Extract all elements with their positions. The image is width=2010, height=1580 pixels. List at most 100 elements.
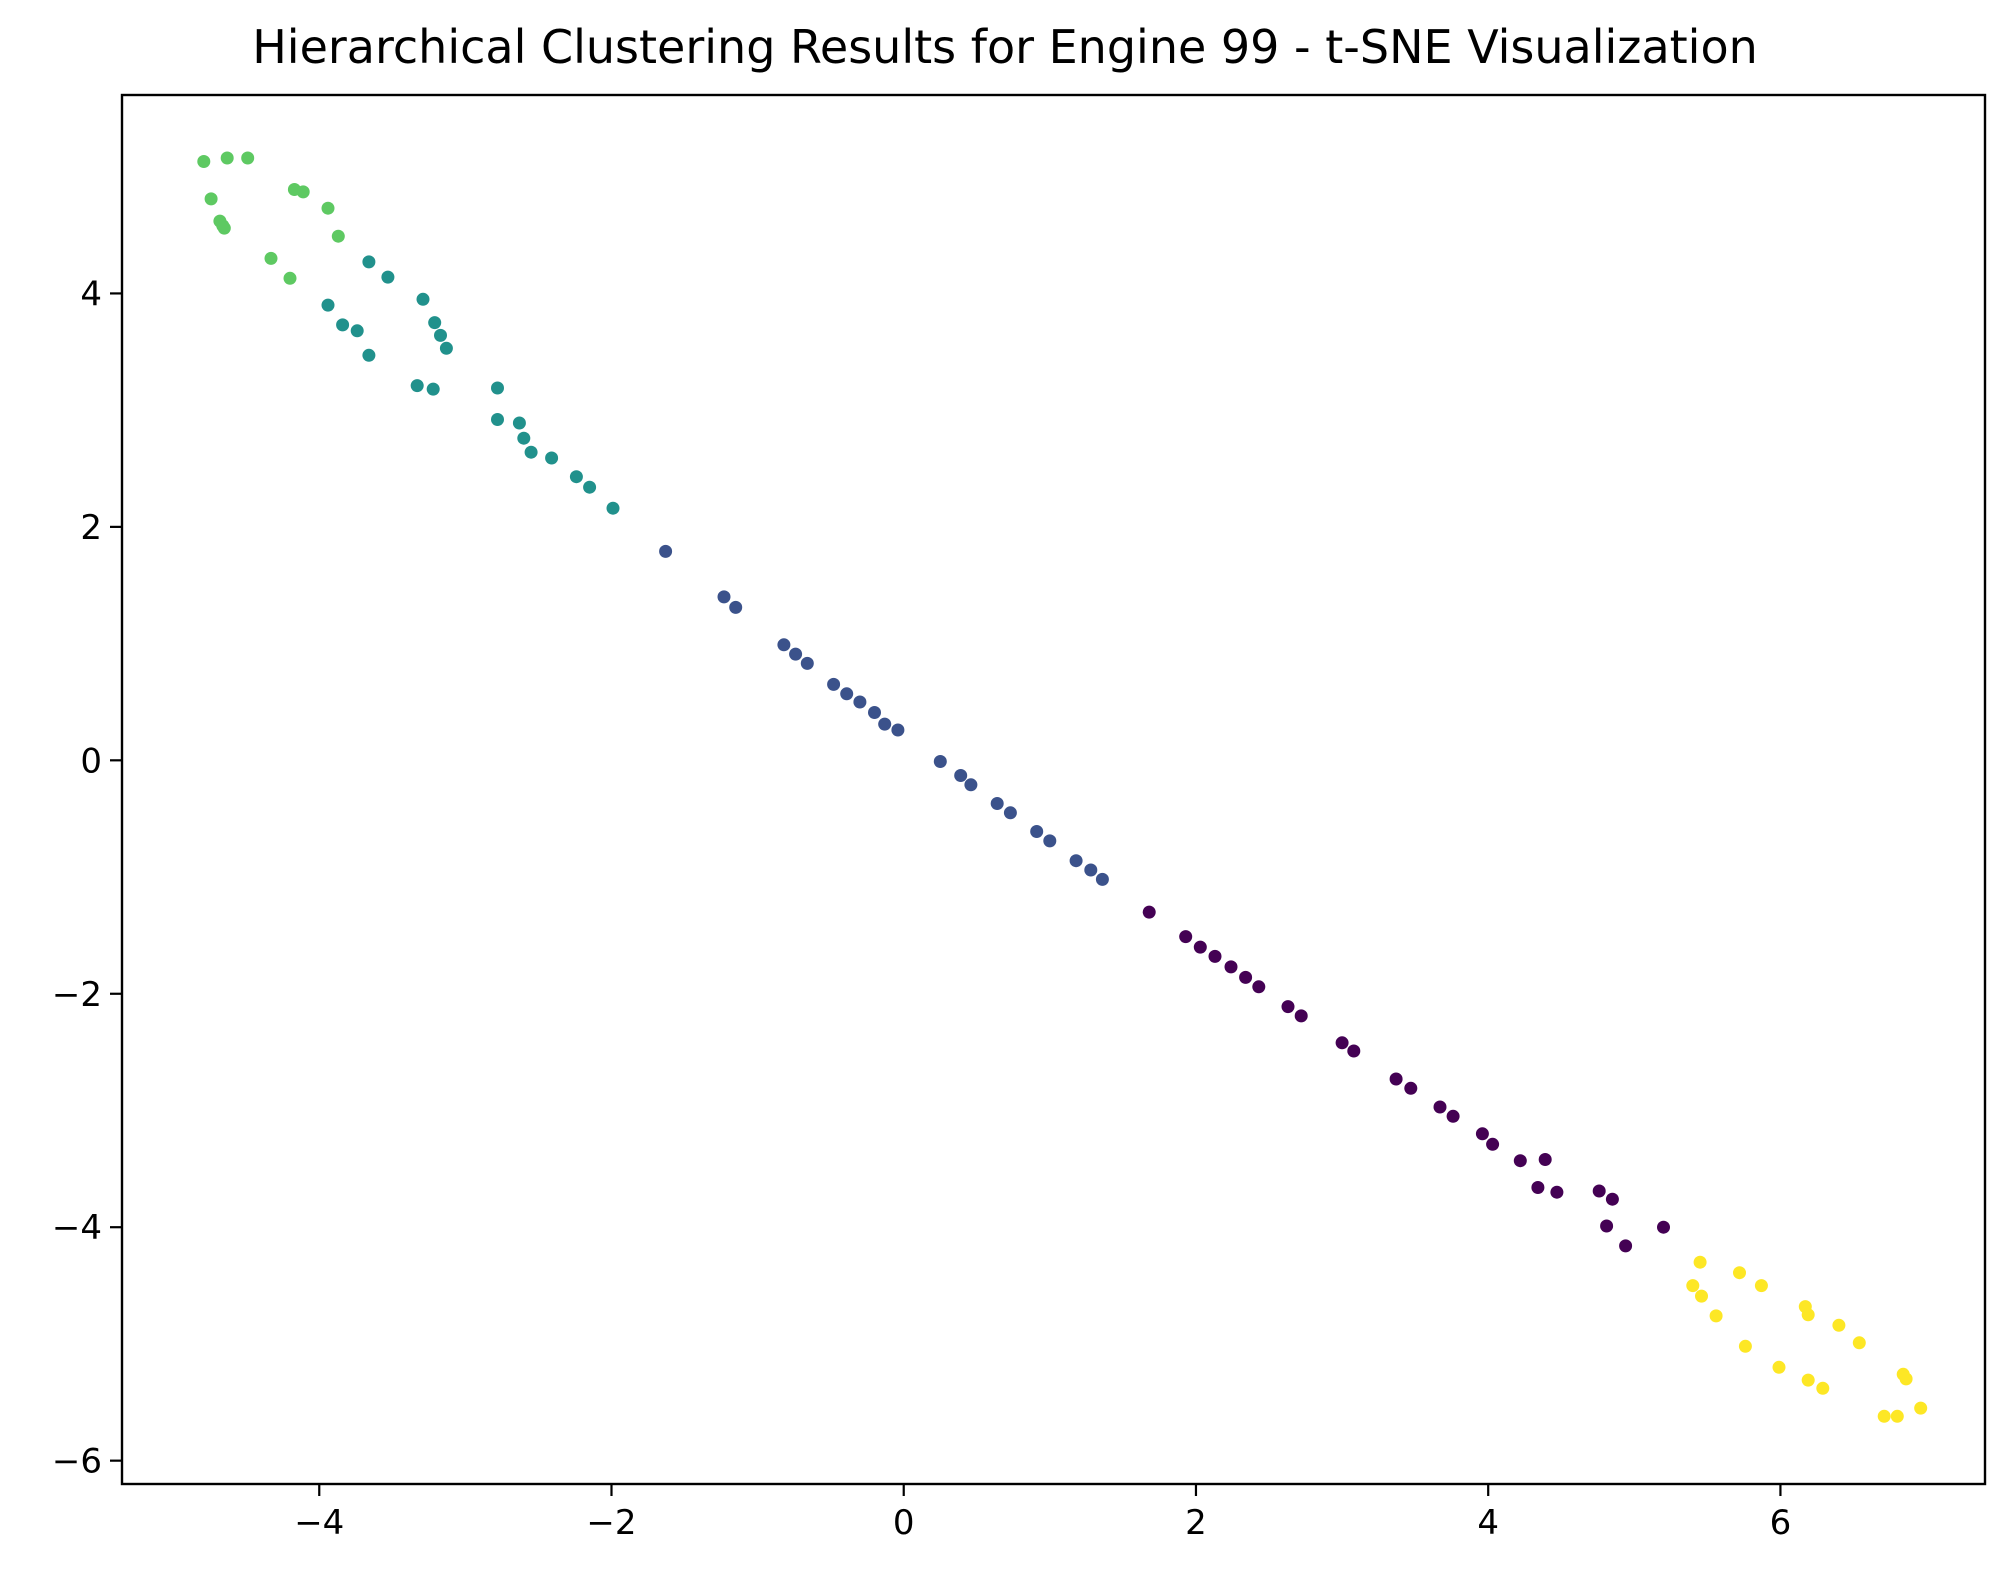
data-point	[1389, 1072, 1403, 1086]
data-point	[1877, 1409, 1891, 1423]
data-point	[1657, 1220, 1670, 1234]
data-point	[1619, 1239, 1633, 1253]
data-point	[321, 298, 335, 312]
data-point	[1754, 1279, 1768, 1293]
data-point	[1208, 949, 1222, 963]
data-point	[220, 151, 234, 165]
data-point	[789, 647, 803, 661]
data-point	[1193, 940, 1207, 954]
data-point	[410, 379, 424, 393]
y-axis-ticks: −6 −4 −2 0 2 4	[52, 274, 122, 1482]
data-point	[990, 797, 1004, 810]
data-point	[1605, 1192, 1619, 1206]
x-tick-label: 2	[1185, 1503, 1207, 1543]
x-tick-label: −4	[294, 1503, 344, 1543]
data-point	[1816, 1381, 1830, 1395]
data-point	[1733, 1266, 1746, 1280]
data-point	[362, 255, 376, 269]
data-point	[729, 600, 743, 614]
data-point	[1179, 930, 1193, 944]
y-tick-label: −6	[52, 1442, 102, 1482]
x-tick-label: 4	[1477, 1503, 1499, 1543]
data-point	[197, 155, 211, 168]
data-point	[1852, 1336, 1866, 1350]
data-point	[362, 348, 376, 362]
x-tick-label: 6	[1770, 1503, 1792, 1543]
data-point	[1446, 1109, 1460, 1123]
data-point	[777, 638, 791, 652]
data-point	[1043, 834, 1057, 848]
data-point	[1224, 960, 1238, 974]
data-point	[878, 717, 892, 731]
data-point	[296, 185, 310, 199]
y-tick-label: 4	[80, 274, 102, 314]
data-point	[336, 318, 350, 332]
data-point	[569, 470, 583, 484]
data-point	[1069, 854, 1083, 868]
data-point	[868, 706, 881, 719]
data-point	[264, 251, 278, 265]
data-point	[512, 416, 526, 430]
data-point	[1890, 1409, 1904, 1423]
data-point	[1914, 1401, 1928, 1415]
data-point	[1095, 872, 1109, 886]
data-point	[800, 656, 814, 670]
data-point	[1404, 1081, 1418, 1095]
data-point	[1281, 1000, 1295, 1014]
data-point	[426, 382, 440, 396]
data-point	[1538, 1153, 1552, 1166]
y-tick-label: 0	[80, 741, 102, 781]
y-tick-label: 2	[80, 508, 102, 548]
data-point	[491, 413, 504, 426]
data-point	[217, 221, 231, 235]
data-point	[1592, 1184, 1606, 1198]
data-point	[1513, 1154, 1527, 1168]
y-tick-label: −2	[52, 975, 102, 1015]
data-point	[933, 755, 947, 768]
data-point	[491, 381, 504, 395]
data-point	[606, 501, 620, 515]
data-point	[434, 328, 447, 342]
data-point	[583, 480, 597, 494]
data-point	[204, 192, 218, 206]
data-point	[241, 151, 255, 165]
data-point	[1832, 1318, 1846, 1332]
data-point	[1142, 905, 1156, 919]
data-point	[840, 687, 854, 701]
data-point	[1772, 1360, 1786, 1374]
data-point	[1486, 1137, 1500, 1151]
data-point	[517, 431, 531, 445]
data-point	[1239, 970, 1253, 984]
data-point	[1531, 1181, 1545, 1194]
data-point	[1030, 825, 1044, 838]
plot-frame	[120, 93, 1987, 1486]
data-point	[350, 324, 364, 338]
data-point	[659, 544, 673, 558]
data-point	[1695, 1289, 1708, 1303]
data-point	[321, 201, 335, 215]
data-point	[416, 292, 430, 306]
data-point	[1801, 1373, 1815, 1387]
data-point	[1084, 863, 1098, 877]
x-tick-label: 0	[893, 1503, 915, 1543]
data-point	[283, 271, 297, 285]
data-point	[717, 590, 731, 604]
data-point	[1600, 1219, 1614, 1233]
data-point	[1347, 1044, 1361, 1058]
data-point	[331, 229, 345, 243]
y-tick-label: −4	[52, 1208, 102, 1248]
data-point	[853, 695, 867, 709]
data-point	[1801, 1308, 1815, 1322]
points-layer	[197, 151, 1928, 1423]
data-point	[439, 341, 453, 355]
data-point	[1550, 1185, 1564, 1199]
data-point	[524, 445, 538, 459]
data-point	[381, 270, 395, 284]
data-point	[1686, 1279, 1700, 1293]
data-point	[1294, 1009, 1308, 1023]
chart-title: Hierarchical Clustering Results for Engi…	[252, 20, 1758, 74]
data-point	[964, 778, 978, 792]
x-axis-ticks: −4 −2 0 2 4 6	[294, 1484, 1791, 1543]
data-point	[1738, 1339, 1752, 1353]
